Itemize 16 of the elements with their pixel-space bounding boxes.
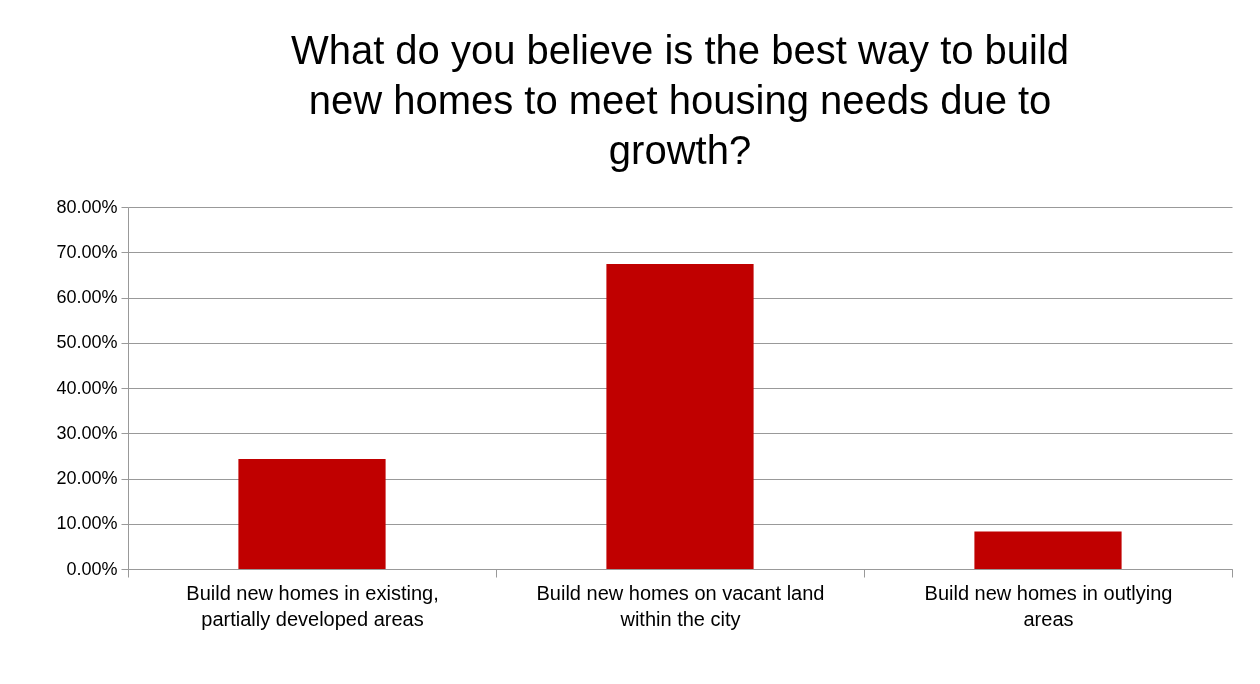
y-tick-label: 40.00% xyxy=(56,377,118,398)
y-tick-label: 20.00% xyxy=(56,468,118,488)
y-tick-label: 50.00% xyxy=(56,332,118,353)
y-tick-label: 10.00% xyxy=(56,513,118,534)
x-tick-label: Build new homes in outlying areas xyxy=(924,581,1173,630)
bar xyxy=(974,531,1122,569)
chart-title: What do you believe is the best way to build new homes to meet housing needs due to growth? xyxy=(290,28,1070,172)
y-tick-label: 80.00% xyxy=(56,196,118,217)
y-tick-label: 70.00% xyxy=(56,241,118,262)
bar xyxy=(238,459,386,569)
y-tick-label: 60.00% xyxy=(56,287,118,307)
x-tick-label: Build new homes in existing, partially developed areas xyxy=(186,581,439,630)
bar xyxy=(606,264,754,569)
x-tick-label: Build new homes on vacant land within the city xyxy=(536,581,825,630)
y-tick-label: 0.00% xyxy=(66,558,118,579)
y-tick-label: 30.00% xyxy=(56,422,118,443)
